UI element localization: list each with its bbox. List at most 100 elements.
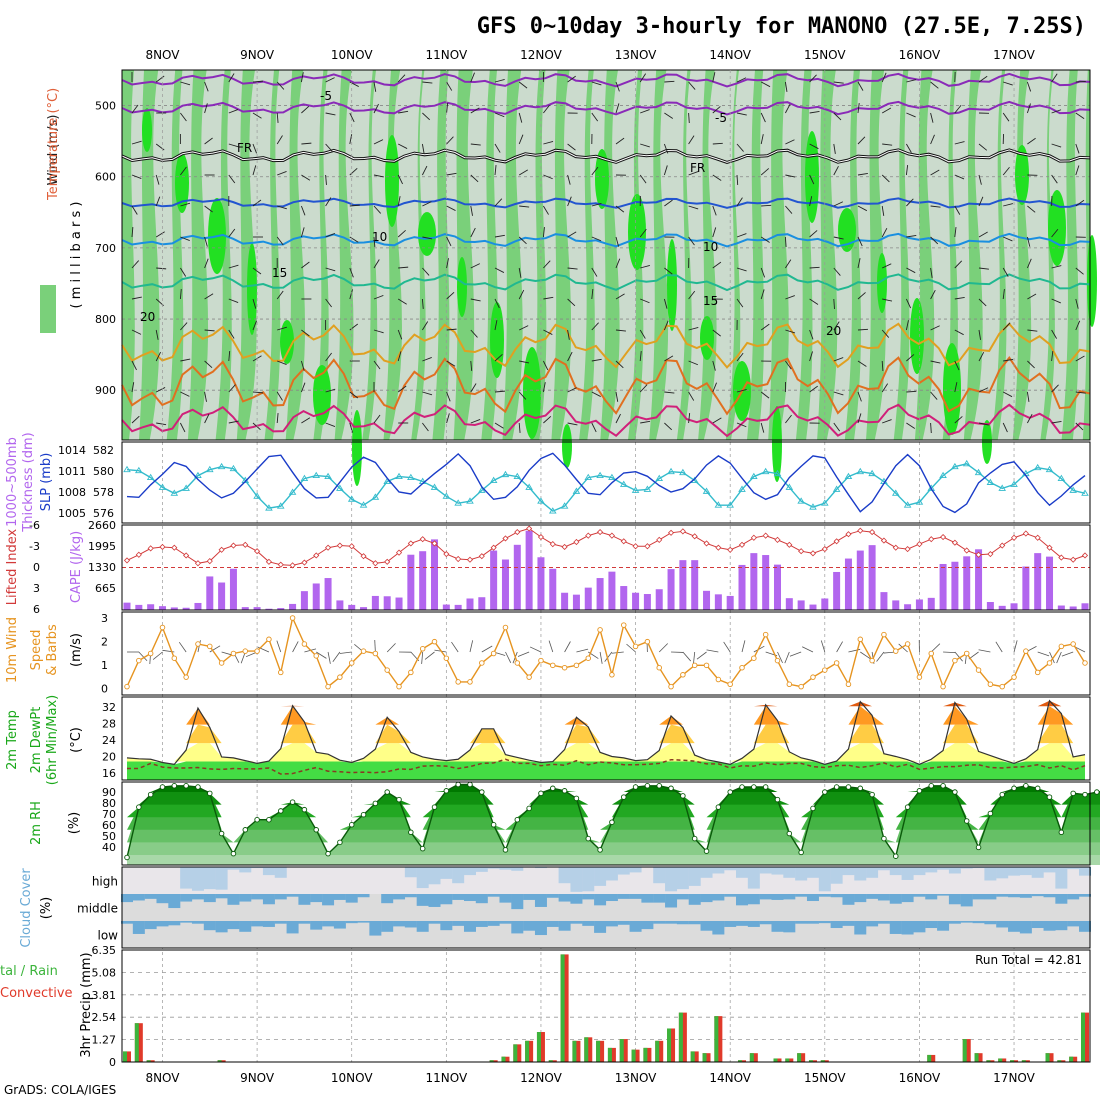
cloud-cover-bar [558, 894, 571, 902]
wind-barb [785, 103, 791, 114]
wind-barb [422, 81, 433, 84]
cloud-cover-bar [440, 894, 453, 905]
wind-barb [1075, 112, 1085, 119]
rh-dry-band [149, 70, 176, 440]
wind-barb [422, 422, 429, 432]
wind-barb [398, 110, 409, 114]
wind-barb [1051, 109, 1062, 114]
cape-bar [218, 582, 226, 610]
wind-barb [639, 73, 647, 83]
cloud-cover-bar [759, 894, 772, 900]
thickness-tick: 576 [93, 507, 114, 520]
lifted-index-point [135, 551, 142, 558]
surface-wind-barb [1013, 640, 1018, 653]
thickness-line-point [265, 504, 273, 511]
cape-bar [596, 578, 604, 610]
cape-bar [679, 560, 687, 610]
thickness-line-point [702, 487, 711, 494]
cape-bar [419, 551, 427, 610]
wind-barb [615, 293, 625, 300]
wind-barb [978, 231, 988, 238]
wind-barb [833, 391, 844, 396]
lifted-index-point [455, 555, 462, 563]
temp-axis-label: 2m Temp [5, 710, 20, 770]
contour-minus5-upper [121, 72, 1091, 88]
cloud-cover-bar [144, 921, 157, 930]
lifted-index-point [869, 529, 876, 536]
wind-barb [1026, 391, 1030, 402]
wind-barb [204, 81, 209, 92]
surface-wind-barb [276, 640, 282, 653]
wind-barb [373, 174, 384, 178]
cloud-cover-bar [310, 894, 323, 903]
thickness-line-point [276, 502, 285, 509]
thickness-line-point [572, 487, 581, 494]
cape-bar [809, 604, 817, 610]
wind-barb [543, 205, 549, 215]
wind-barb [930, 81, 939, 89]
wind-speed-line-point [278, 669, 284, 676]
surface-wind-barb [178, 641, 187, 653]
wind-barb [1003, 236, 1013, 242]
wind-barb [446, 103, 449, 114]
wind-barb [276, 391, 283, 401]
wind-barb [1027, 413, 1033, 424]
wind-barb [688, 135, 695, 145]
lifted-index-point [384, 558, 391, 565]
cape-bar [300, 591, 308, 610]
cloud-cover-bar [712, 921, 725, 935]
wind-barb [204, 293, 214, 300]
rh-line-point [1023, 783, 1029, 789]
precip-total-bar [749, 1053, 754, 1062]
lifted-index-point [940, 533, 947, 541]
wind-barb [1026, 81, 1032, 92]
cape-bar [182, 607, 190, 610]
wind-barb [930, 325, 940, 331]
rh-moist-cell [490, 302, 504, 378]
wind-speed-line-point [467, 679, 473, 685]
wind-barb [881, 360, 884, 372]
wind-barb [204, 329, 215, 332]
lifted-index-point [561, 543, 568, 551]
thickness-line-point [359, 501, 368, 508]
thickness-line-point [1057, 474, 1066, 482]
wind-barb [760, 323, 770, 331]
rh2m-axis-label: 2m RH [29, 801, 44, 845]
lifted-index-point [549, 541, 556, 548]
cloud-cover-bar [925, 921, 938, 929]
cloud-cover-bar [818, 921, 831, 924]
cloud-cover-bar [570, 921, 583, 924]
precip-total-bar [146, 1060, 151, 1062]
cloud-cover-bar [393, 921, 406, 927]
wind-speed-line-point [325, 683, 331, 690]
rh-line-point [963, 818, 970, 824]
cape-bar [691, 560, 699, 610]
cape-bar [608, 571, 616, 610]
surface-wind-barb [820, 640, 826, 653]
cloud-cover-bar [487, 894, 500, 897]
cloud-cover-bar [594, 921, 607, 933]
thickness-line-point [939, 471, 947, 479]
thickness-axis-label-2: Thickness (dm) [21, 432, 36, 532]
thickness-line-point [454, 499, 462, 506]
wind-barb [857, 205, 868, 212]
thickness-line-point [832, 485, 841, 492]
wind-barb [252, 165, 257, 176]
wind-barb [760, 422, 765, 433]
rh-line-point [561, 788, 568, 794]
wind-barb [494, 267, 505, 273]
wind-barb [1002, 166, 1010, 176]
cloud-cover-bar [428, 921, 441, 924]
wind-barb [639, 174, 647, 184]
wind-barb [446, 258, 449, 269]
cloud-cover-bar [534, 894, 547, 907]
wind-barb [542, 360, 549, 371]
wind-barb [373, 205, 382, 214]
cape-bar [513, 544, 521, 610]
wind-barb [155, 196, 161, 207]
lifted-index-point [644, 543, 651, 550]
cloud-cover-bar [251, 921, 264, 927]
wind-barb [591, 81, 602, 86]
cloud-cover-bar [665, 894, 678, 908]
lifted-index-point [608, 532, 615, 539]
